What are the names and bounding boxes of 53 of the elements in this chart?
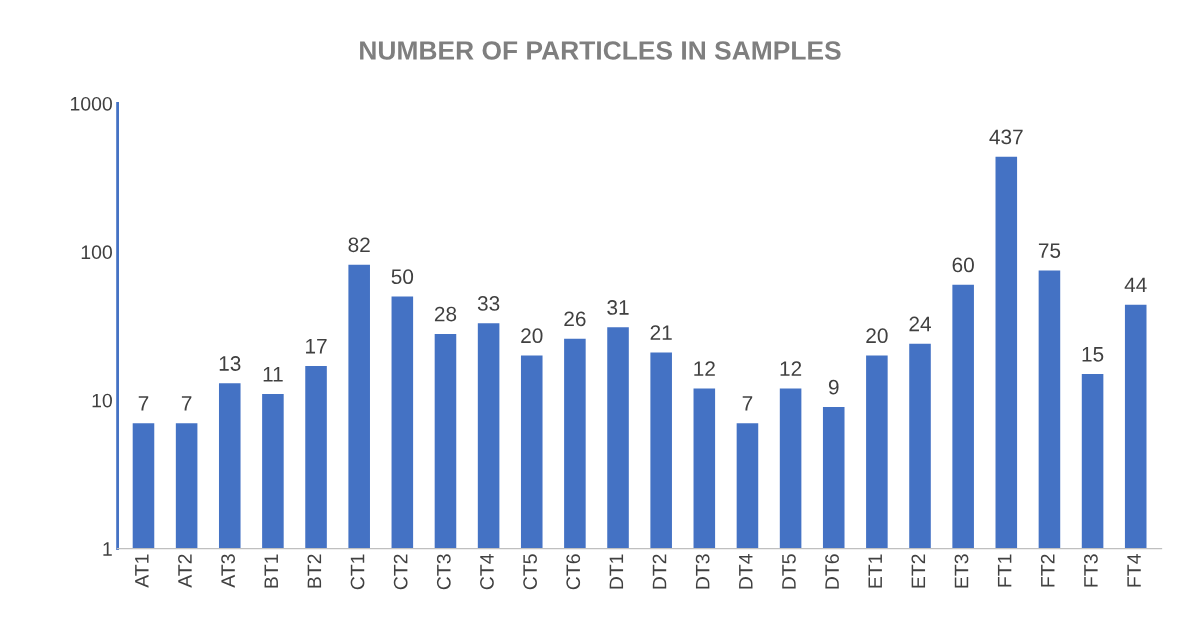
data-label: 7 bbox=[742, 396, 753, 411]
x-tick-label: DT6 bbox=[825, 554, 839, 589]
x-tick-label: ET2 bbox=[911, 554, 926, 588]
data-label: 11 bbox=[263, 367, 283, 382]
x-tick-label: FT2 bbox=[1040, 554, 1055, 587]
x-tick-label: CT6 bbox=[566, 554, 581, 590]
y-tick-label: 10 bbox=[92, 393, 112, 408]
data-label: 7 bbox=[181, 396, 192, 411]
data-label: 21 bbox=[650, 325, 672, 340]
x-tick-label: AT1 bbox=[135, 554, 149, 588]
x-tick-label: FT3 bbox=[1084, 554, 1098, 587]
x-tick-label: AT2 bbox=[178, 554, 192, 588]
data-label: 28 bbox=[434, 306, 457, 322]
y-tick-label: 1 bbox=[103, 542, 112, 556]
x-tick-label: CT1 bbox=[350, 554, 365, 590]
x-tick-label: ET3 bbox=[954, 554, 969, 588]
x-tick-label: AT3 bbox=[221, 554, 235, 588]
x-tick-label: CT3 bbox=[436, 554, 451, 590]
data-label: 26 bbox=[564, 311, 586, 327]
x-tick-label: BT1 bbox=[264, 554, 278, 588]
data-label: 12 bbox=[780, 361, 802, 376]
x-tick-label: DT2 bbox=[652, 554, 667, 589]
data-label: 7 bbox=[138, 396, 149, 411]
data-label: 12 bbox=[694, 361, 715, 376]
x-tick-label: CT4 bbox=[480, 554, 494, 590]
data-label: 44 bbox=[1124, 277, 1147, 293]
data-label: 60 bbox=[952, 257, 974, 273]
data-label: 437 bbox=[989, 129, 1023, 145]
data-label: 33 bbox=[477, 296, 500, 311]
x-tick-label: FT4 bbox=[1127, 554, 1141, 587]
data-label: 15 bbox=[1082, 347, 1104, 362]
x-tick-label: FT1 bbox=[997, 554, 1012, 587]
y-tick-label: 100 bbox=[81, 245, 112, 260]
data-label: 24 bbox=[909, 316, 931, 332]
chart-title: NUMBER OF PARTICLES IN SAMPLES bbox=[360, 41, 841, 60]
y-tick-label: 1000 bbox=[70, 96, 112, 111]
x-tick-label: DT4 bbox=[739, 554, 753, 589]
x-tick-label: DT5 bbox=[782, 554, 796, 589]
x-tick-label: DT1 bbox=[609, 554, 624, 589]
x-tick-label: CT5 bbox=[523, 554, 537, 590]
data-label: 20 bbox=[521, 328, 543, 344]
x-tick-label: CT2 bbox=[393, 554, 408, 590]
data-label: 82 bbox=[348, 237, 370, 253]
data-label: 31 bbox=[607, 300, 629, 315]
data-label: 20 bbox=[866, 328, 888, 344]
x-tick-label: DT3 bbox=[695, 554, 710, 589]
data-label: 50 bbox=[391, 269, 414, 285]
data-label: 75 bbox=[1038, 243, 1061, 258]
data-label: 17 bbox=[306, 339, 327, 354]
data-label: 13 bbox=[219, 356, 241, 371]
data-label: 9 bbox=[828, 379, 839, 395]
x-tick-label: BT2 bbox=[307, 554, 322, 588]
x-tick-label: ET1 bbox=[868, 554, 882, 588]
